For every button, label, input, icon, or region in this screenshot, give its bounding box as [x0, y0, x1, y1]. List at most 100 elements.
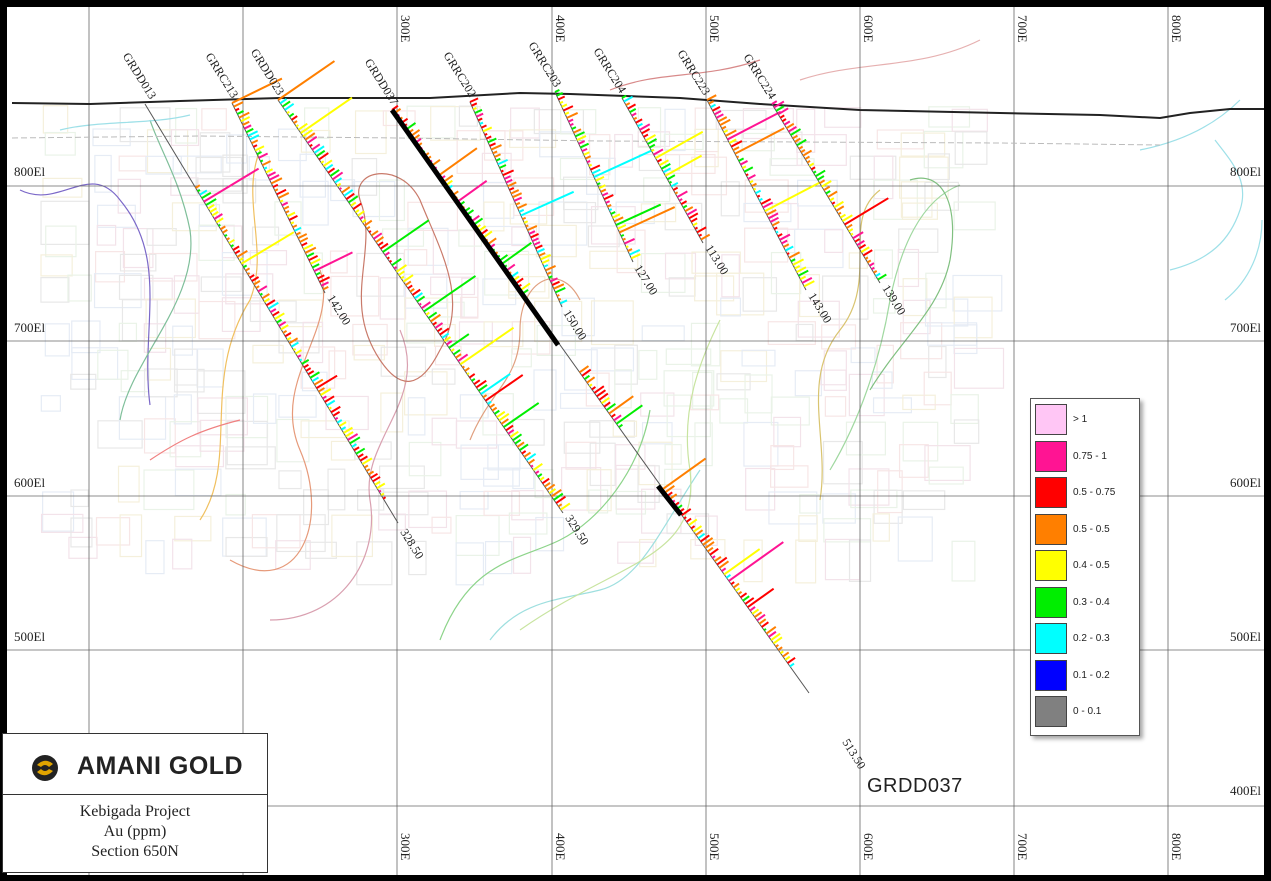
assay-bar	[580, 142, 590, 149]
block-cell	[456, 130, 506, 174]
assay-bar	[856, 239, 865, 246]
assay-bar	[637, 122, 643, 128]
block-cell	[923, 371, 952, 406]
assay-bar	[293, 348, 297, 351]
block-cell	[900, 181, 933, 218]
assay-bar	[448, 333, 470, 349]
assay-bar	[530, 233, 539, 239]
assay-bar	[359, 215, 364, 220]
assay-bar	[487, 137, 497, 144]
assay-bar	[745, 173, 749, 177]
assay-bar	[477, 117, 483, 122]
assay-bar	[236, 249, 248, 258]
block-cell	[743, 421, 779, 467]
assay-bar	[355, 447, 366, 455]
assay-bar	[777, 107, 789, 116]
block-cell	[902, 394, 936, 411]
assay-bar	[721, 567, 727, 572]
assay-bar	[370, 230, 379, 237]
assay-bar	[535, 244, 543, 250]
assay-bar	[725, 129, 737, 137]
block-cell	[172, 538, 193, 570]
assay-bar	[336, 182, 342, 187]
assay-bar	[742, 595, 750, 602]
grade-contour	[1224, 219, 1263, 301]
block-cell	[407, 397, 426, 436]
assay-bar	[279, 98, 288, 105]
assay-bar	[357, 210, 365, 217]
assay-bar	[305, 367, 312, 372]
assay-bar	[499, 254, 509, 262]
assay-bar	[690, 217, 698, 223]
assay-bar	[823, 185, 831, 191]
block-cell	[174, 468, 222, 497]
assay-bar	[308, 254, 319, 262]
assay-bar	[361, 218, 367, 224]
assay-bar	[520, 190, 575, 217]
section-hole-label: GRDD037	[867, 775, 963, 797]
grade-contour	[59, 114, 191, 131]
assay-bar	[506, 263, 516, 272]
grade-contour	[1139, 99, 1241, 151]
assay-bar	[341, 426, 347, 431]
assay-bar	[596, 389, 607, 398]
assay-bar	[495, 157, 501, 162]
block-cell	[143, 277, 173, 301]
assay-bar	[710, 103, 716, 109]
assay-bar	[297, 122, 308, 131]
assay-bar	[507, 181, 517, 188]
assay-bar	[869, 262, 875, 267]
assay-bar	[684, 206, 694, 213]
assay-bar	[349, 436, 361, 445]
grade-contour	[829, 184, 961, 471]
block-cell	[119, 514, 143, 558]
assay-bar	[840, 213, 846, 219]
assay-bar	[837, 211, 842, 216]
assay-bar	[792, 134, 798, 140]
assay-bar	[391, 258, 402, 267]
assay-bar	[281, 100, 291, 108]
assay-bar	[259, 292, 263, 296]
assay-bar	[725, 574, 732, 579]
assay-bar	[835, 205, 845, 212]
assay-bar	[512, 192, 523, 199]
assay-bar	[764, 181, 820, 213]
assay-bar	[284, 331, 292, 338]
assay-bar	[345, 431, 354, 438]
assay-bar	[734, 127, 785, 155]
assay-bar	[740, 592, 748, 599]
assay-bar	[320, 388, 332, 396]
assay-bar	[877, 273, 887, 281]
block-cell	[589, 250, 639, 270]
assay-bar	[641, 128, 651, 135]
legend-label: 0.5 - 0.5	[1073, 523, 1110, 535]
assay-bar	[457, 353, 469, 362]
assay-bar	[232, 245, 240, 251]
assay-bar	[723, 548, 761, 576]
assay-bar	[711, 555, 716, 559]
assay-bar	[556, 294, 560, 297]
assay-bar	[716, 556, 728, 566]
block-cell	[637, 131, 671, 147]
assay-bar	[494, 409, 500, 415]
assay-bar	[504, 175, 511, 180]
assay-bar	[662, 457, 707, 490]
assay-bar	[600, 188, 607, 193]
assay-bar	[357, 453, 364, 459]
assay-bar	[288, 215, 298, 221]
block-cell	[664, 444, 682, 465]
assay-bar	[347, 433, 359, 441]
assay-bar	[623, 95, 634, 103]
block-cell	[850, 347, 876, 364]
assay-bar	[661, 162, 671, 170]
block-cell	[174, 515, 212, 542]
assay-bar	[450, 348, 455, 352]
assay-bar	[295, 231, 301, 236]
assay-bar	[328, 406, 332, 410]
assay-bar	[505, 424, 514, 432]
assay-bar	[608, 208, 613, 212]
block-cell	[692, 371, 713, 410]
assay-bar	[284, 103, 295, 111]
drillhole-name-label: GRRC203	[526, 39, 565, 89]
assay-bar	[332, 411, 341, 417]
